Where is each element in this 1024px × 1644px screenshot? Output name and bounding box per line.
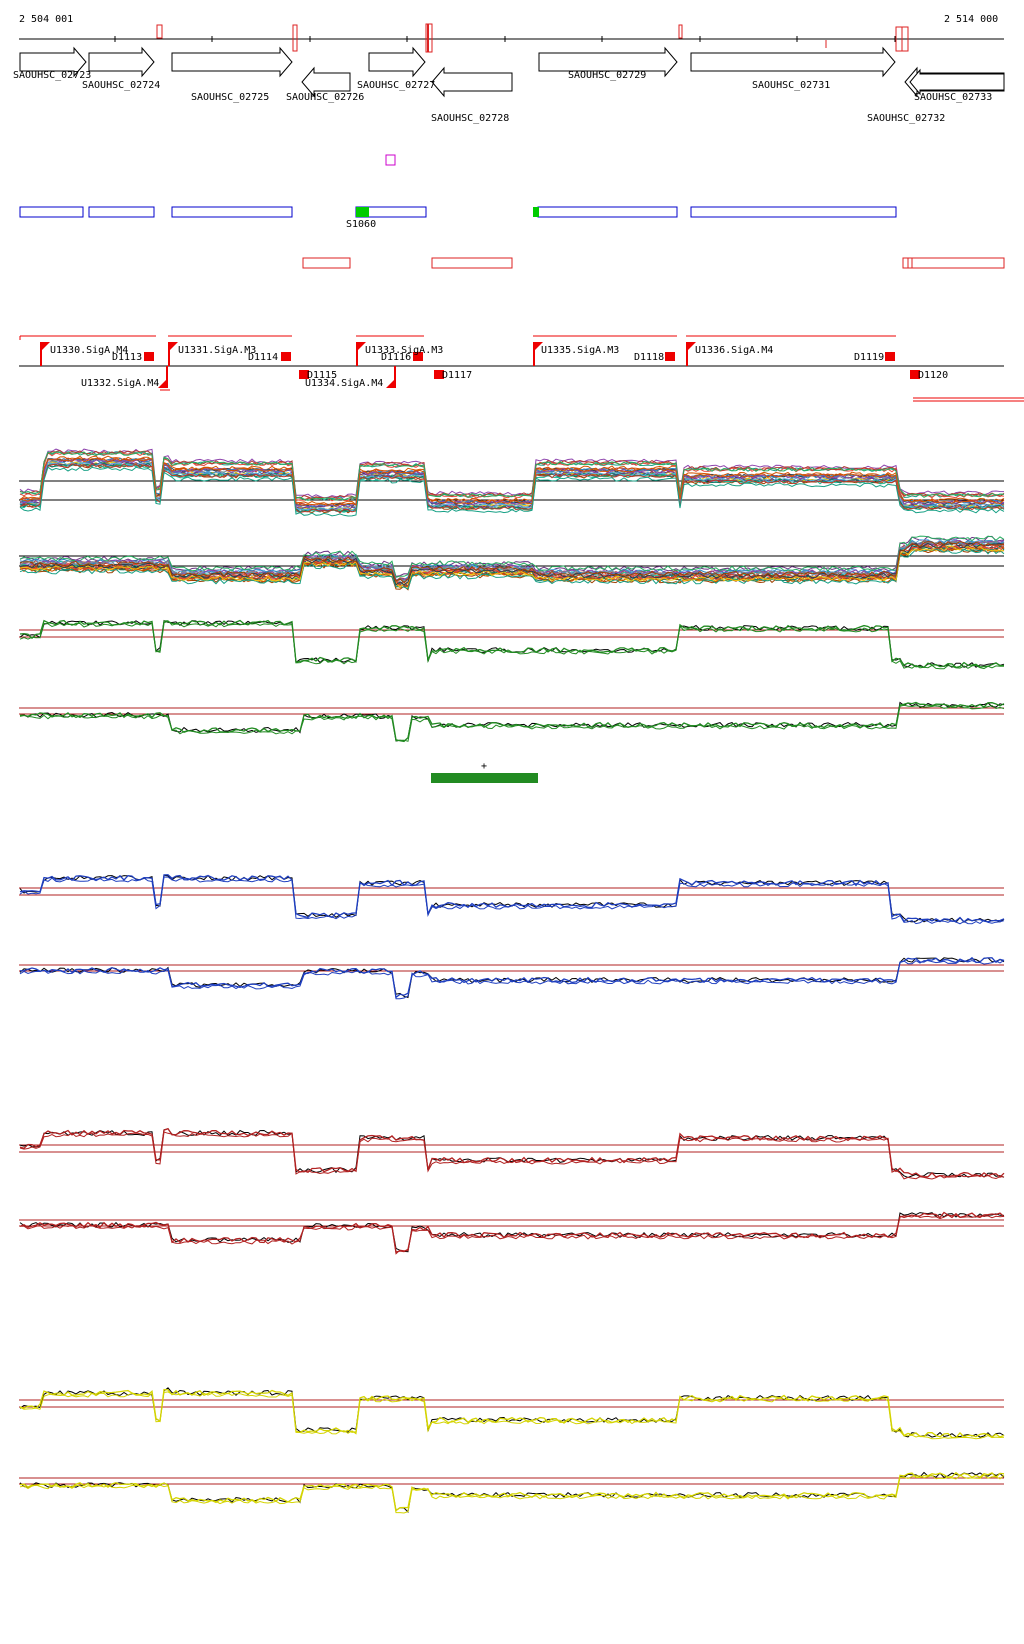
expression-profile-line xyxy=(19,540,1005,584)
expression-tracks xyxy=(19,448,1005,1514)
green-region-bar[interactable] xyxy=(431,773,538,783)
promoter-track: U1330.SigA.M4 U1331.SigA.M3 U1333.SigA.M… xyxy=(19,335,1024,402)
expression-profile-line xyxy=(19,956,1005,999)
expression-profile-line xyxy=(19,874,1005,923)
gene-arrow[interactable] xyxy=(301,66,351,98)
terminator-label[interactable]: D1116 xyxy=(381,352,411,363)
ruler xyxy=(19,23,1004,53)
gene-arrow[interactable] xyxy=(19,46,87,78)
terminator-label[interactable]: D1115 xyxy=(307,370,337,381)
terminator-label[interactable]: D1117 xyxy=(442,370,472,381)
expression-profile-line xyxy=(19,704,1005,742)
terminator-label[interactable]: D1119 xyxy=(854,352,884,363)
expression-profile-line xyxy=(19,620,1004,670)
terminator-label[interactable]: D1120 xyxy=(918,370,948,381)
expression-profile-line xyxy=(19,1212,1005,1253)
gene-label[interactable]: SAOUHSC_02726 xyxy=(286,92,364,103)
expression-profile-line xyxy=(19,451,1005,502)
expression-profile-line xyxy=(19,451,1005,501)
expression-profile-line xyxy=(19,957,1005,999)
terminator-label[interactable]: D1118 xyxy=(634,352,664,363)
terminator-label[interactable]: D1114 xyxy=(248,352,278,363)
feature-box[interactable] xyxy=(690,206,897,218)
gene-arrow[interactable] xyxy=(88,46,155,78)
feature-box[interactable] xyxy=(902,257,1005,269)
promoter-label[interactable]: U1336.SigA.M4 xyxy=(695,345,773,356)
expression-profile-line xyxy=(19,1391,1005,1440)
promoter-label[interactable]: U1331.SigA.M3 xyxy=(178,345,256,356)
gene-label[interactable]: SAOUHSC_02733 xyxy=(914,92,992,103)
misc-feature-marker[interactable] xyxy=(385,154,396,166)
gene-arrow[interactable] xyxy=(431,66,513,98)
expression-profile-line xyxy=(19,466,1005,517)
gene-label[interactable]: SAOUHSC_02732 xyxy=(867,113,945,124)
terminator-label[interactable]: D1113 xyxy=(112,352,142,363)
expression-profile-line xyxy=(19,539,1005,581)
srna-feature[interactable] xyxy=(533,207,539,217)
expression-profile-line xyxy=(19,540,1005,584)
blue-feature-track xyxy=(19,206,897,218)
gene-labels: SAOUHSC_02723 SAOUHSC_02724 SAOUHSC_0272… xyxy=(13,70,992,124)
expression-profile-line xyxy=(19,619,1005,669)
expression-profile-line xyxy=(19,1127,1005,1178)
feature-box[interactable] xyxy=(431,257,513,269)
expression-profile-line xyxy=(19,1471,1005,1514)
gene-arrow[interactable] xyxy=(690,46,896,78)
feature-box[interactable] xyxy=(537,206,678,218)
gene-track xyxy=(19,46,1005,98)
gene-arrow[interactable] xyxy=(538,46,678,78)
expression-profile-line xyxy=(19,548,1005,590)
red-feature-track xyxy=(302,257,1005,269)
feature-box[interactable] xyxy=(302,257,351,269)
expression-profile-line xyxy=(19,1388,1005,1439)
gene-label[interactable]: SAOUHSC_02727 xyxy=(357,80,435,91)
gene-label[interactable]: SAOUHSC_02724 xyxy=(82,80,160,91)
expression-profile-line xyxy=(19,1128,1005,1179)
promoter-label[interactable]: U1335.SigA.M3 xyxy=(541,345,619,356)
expression-profile-line xyxy=(19,1214,1005,1255)
gene-label[interactable]: SAOUHSC_02725 xyxy=(191,92,269,103)
promoter-label[interactable]: U1332.SigA.M4 xyxy=(81,378,159,389)
expression-profile-line xyxy=(19,874,1005,923)
srna-label: S1060 xyxy=(346,219,376,230)
gene-label[interactable]: SAOUHSC_02729 xyxy=(568,70,646,81)
region-marker-label: + xyxy=(481,761,487,772)
coord-start-label: 2 504 001 xyxy=(19,14,73,25)
promoter-label[interactable]: U1330.SigA.M4 xyxy=(50,345,128,356)
expression-profile-line xyxy=(19,1474,1005,1514)
gene-label[interactable]: SAOUHSC_02731 xyxy=(752,80,830,91)
gene-label[interactable]: SAOUHSC_02728 xyxy=(431,113,509,124)
feature-box[interactable] xyxy=(19,206,84,218)
promoter-label[interactable]: U1334.SigA.M4 xyxy=(305,378,383,389)
feature-box[interactable] xyxy=(171,206,293,218)
expression-profile-line xyxy=(19,1131,1005,1180)
gene-arrow[interactable] xyxy=(909,68,1005,96)
gene-arrow[interactable] xyxy=(171,46,293,78)
expression-profile-line xyxy=(19,1387,1005,1438)
expression-profile-line xyxy=(19,457,1005,507)
expression-profile-line xyxy=(19,701,1005,742)
feature-box[interactable] xyxy=(88,206,155,218)
expression-profile-line xyxy=(19,959,1005,1000)
expression-profile-line xyxy=(19,1211,1005,1253)
gene-arrow[interactable] xyxy=(368,46,426,78)
expression-profile-line xyxy=(19,542,1005,586)
gene-label[interactable]: SAOUHSC_02723 xyxy=(13,70,91,81)
expression-profile-line xyxy=(19,463,1005,514)
coord-end-label: 2 514 000 xyxy=(944,14,998,25)
promoter-label[interactable]: U1333.SigA.M3 xyxy=(365,345,443,356)
srna-feature[interactable] xyxy=(356,207,369,217)
expression-profile-line xyxy=(19,876,1005,925)
expression-profile-line xyxy=(19,619,1005,668)
